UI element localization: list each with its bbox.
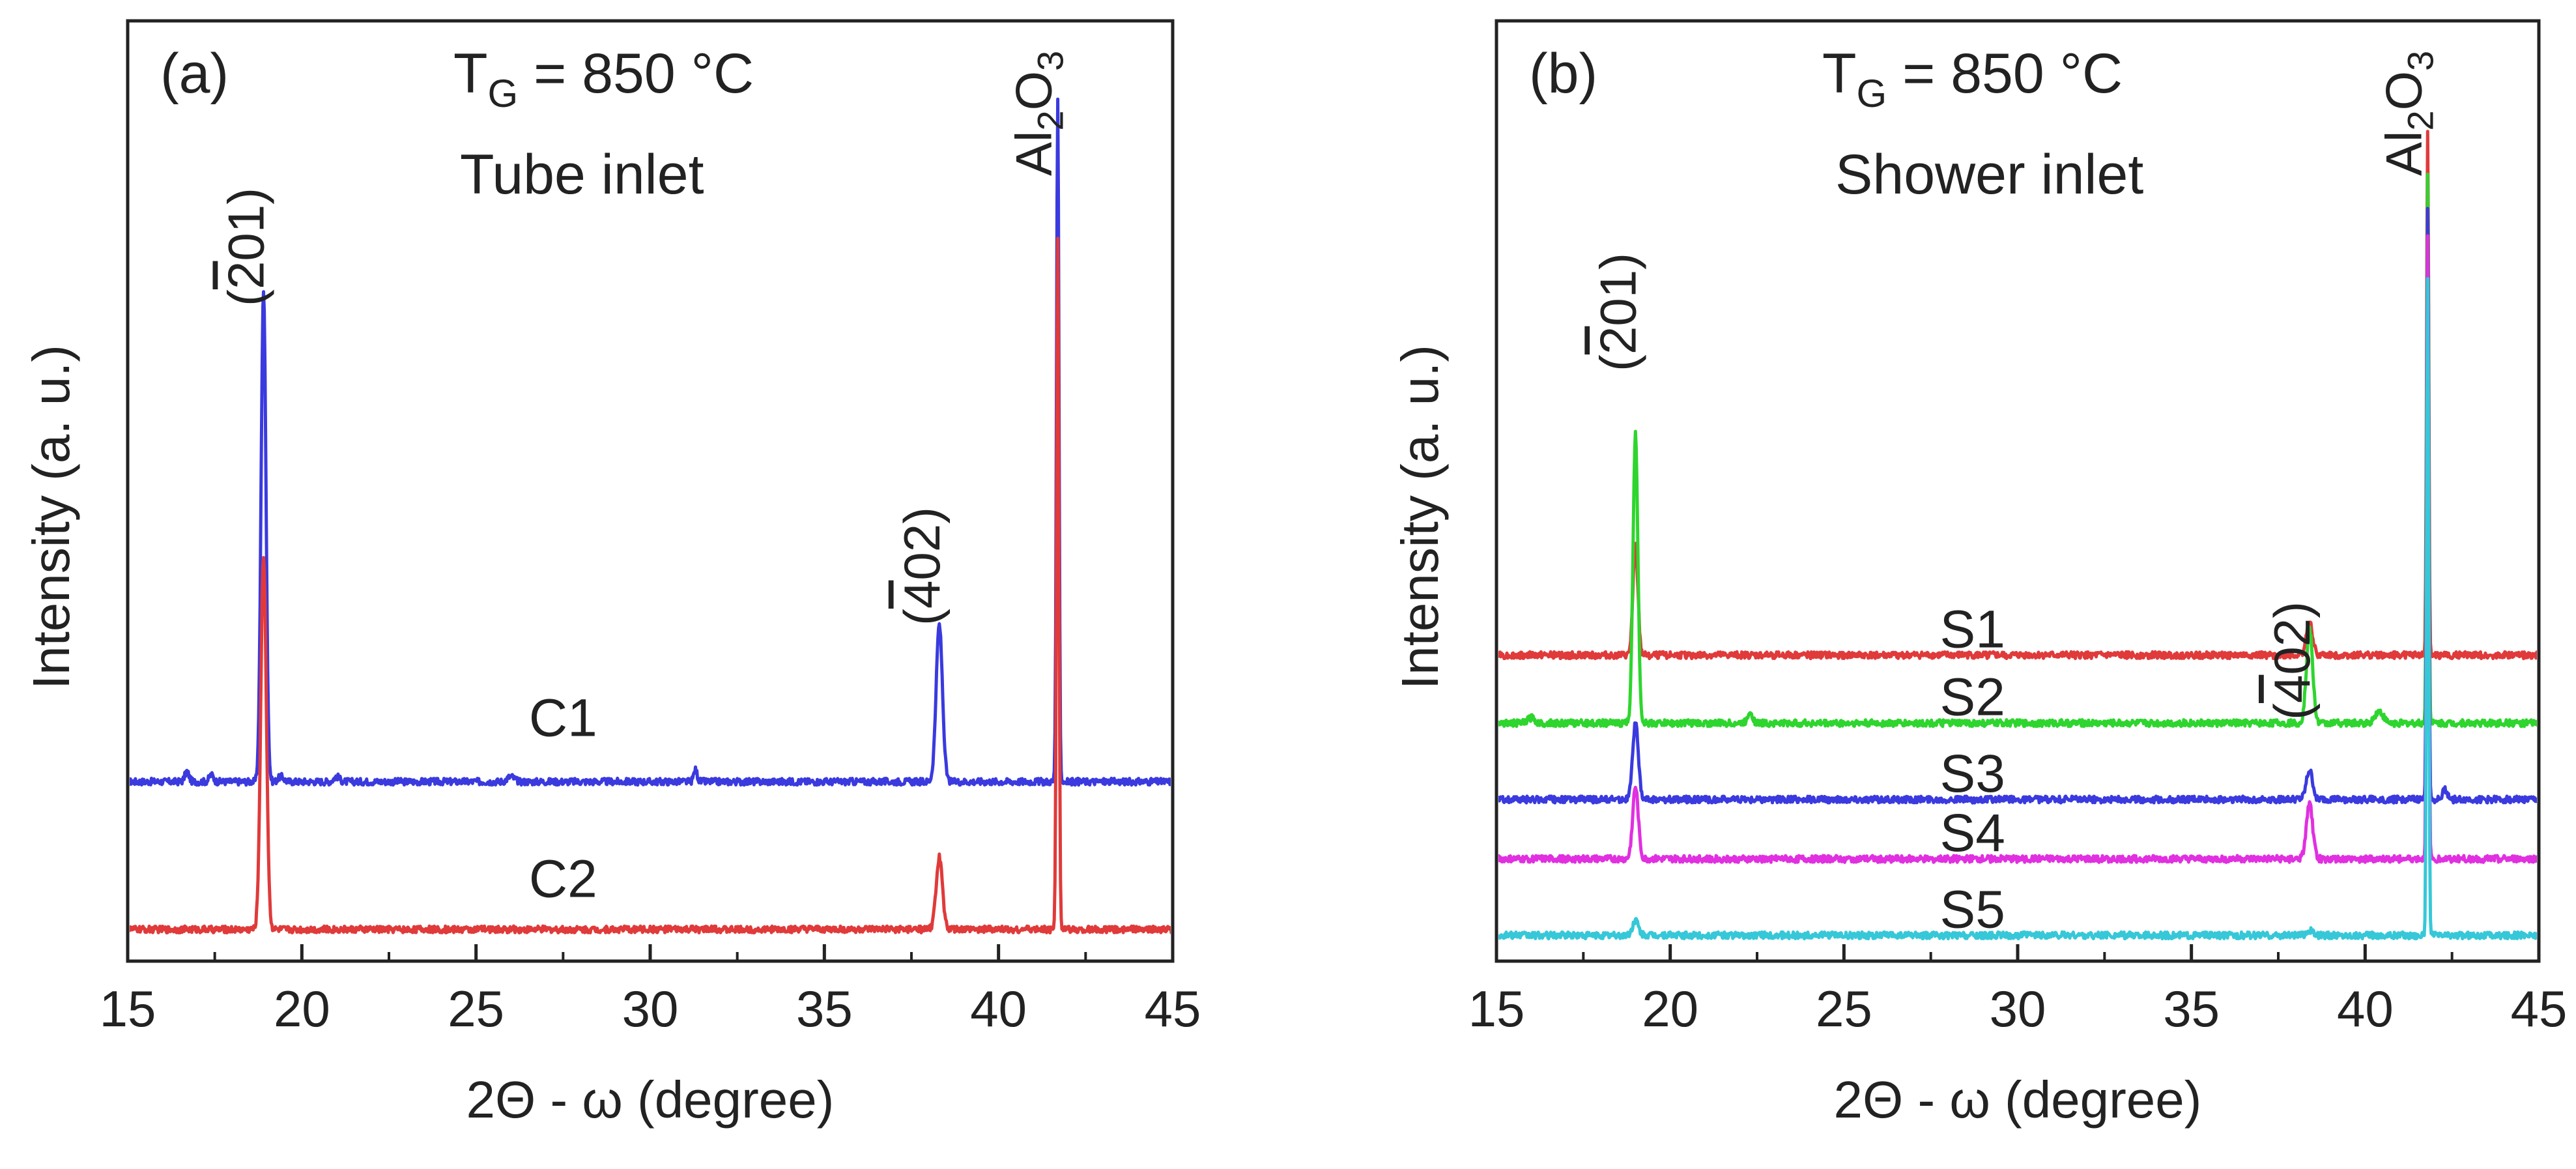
panel-b-x-tick-label: 35	[2163, 980, 2220, 1037]
panel-b-inlet-label: Shower inlet	[1835, 143, 2143, 206]
panel-b-x-tick-label: 30	[1990, 980, 2046, 1037]
panel-a-series-c1	[130, 97, 1171, 787]
panel-b-series-s2	[1498, 172, 2537, 729]
panel-b-x-tick-label: 40	[2337, 980, 2394, 1037]
panel-b-x-tick-label: 20	[1642, 980, 1698, 1037]
panel-a-inlet-label: Tube inlet	[460, 143, 704, 206]
panel-a-x-tick-label: 35	[796, 980, 853, 1037]
panel-b-peak-label-3: Al2O3	[2375, 51, 2440, 176]
panel-a-x-tick-label: 45	[1145, 980, 1201, 1037]
panel-b-chart: 15 20 25 30 35 40 45 2Θ - ω (degree) Intensity (…	[1391, 19, 2568, 1129]
panel-a-chart: 15 20 25 30 35 40 45 2Θ - ω (degree) Intensity (…	[22, 19, 1201, 1129]
panel-b-series-label-s3: S3	[1940, 744, 2005, 803]
panel-a-peak-label-2: (402)	[893, 507, 951, 626]
panel-a-y-axis-label: Intensity (a. u.)	[22, 345, 80, 689]
panel-a-peak-label-3: Al2O3	[1005, 51, 1071, 176]
panel-b-x-tick-label: 15	[1468, 980, 1525, 1037]
panel-a-x-tick-label: 25	[448, 980, 504, 1037]
panel-a-series-label-c2: C2	[529, 849, 597, 908]
panel-b-temperature-label: TG = 850 °C	[1822, 42, 2123, 115]
panel-a-panel-label: (a)	[160, 42, 229, 105]
panel-a-temperature-label: TG = 850 °C	[453, 42, 754, 115]
panel-b-series-label-s1: S1	[1940, 599, 2005, 659]
panel-b-series-s3	[1498, 207, 2537, 805]
panel-b-peak-label-1: (201)	[1589, 253, 1646, 371]
panel-b-x-tick-label: 25	[1816, 980, 1872, 1037]
panel-b-x-axis-label: 2Θ - ω (degree)	[1834, 1071, 2202, 1129]
panel-b-series-label-s2: S2	[1940, 668, 2005, 727]
panel-b-peak-label-2: (402)	[2263, 601, 2321, 720]
panel-a-x-tick-label: 20	[274, 980, 330, 1037]
panel-b-series-s5	[1498, 277, 2537, 941]
panel-a-x-tick-label: 40	[970, 980, 1027, 1037]
panel-a-series-label-c1: C1	[529, 689, 597, 748]
panel-a-x-tick-label: 15	[100, 980, 156, 1037]
panel-b-y-axis-label: Intensity (a. u.)	[1391, 345, 1449, 689]
panel-a-peak-label-1: (201)	[218, 188, 275, 306]
panel-b-x-tick-label: 45	[2511, 980, 2568, 1037]
panel-a-series-c2	[130, 237, 1171, 934]
panel-a-x-tick-label: 30	[622, 980, 679, 1037]
panel-b-series-label-s5: S5	[1940, 880, 2005, 939]
panel-b-series-s4	[1498, 234, 2537, 864]
panel-b-series-s1	[1498, 130, 2537, 661]
panel-b-panel-label: (b)	[1529, 42, 1597, 105]
panel-a-x-axis-label: 2Θ - ω (degree)	[466, 1071, 835, 1129]
panel-b-series-label-s4: S4	[1940, 803, 2005, 863]
